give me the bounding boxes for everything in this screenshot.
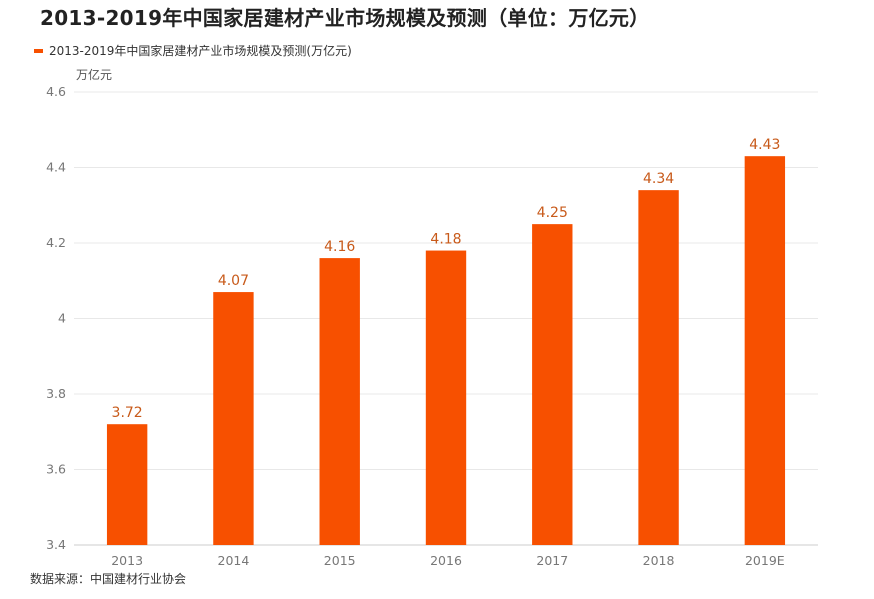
x-tick-label: 2017 (536, 553, 568, 568)
x-tick-label: 2016 (430, 553, 462, 568)
bar-value-label: 3.72 (112, 405, 143, 421)
bar-value-label: 4.43 (749, 137, 780, 153)
bar (425, 250, 467, 546)
x-tick-label: 2013 (111, 553, 143, 568)
bar (213, 292, 254, 545)
x-tick-label: 2014 (218, 553, 250, 568)
source-note: 数据来源：中国建材行业协会 (30, 572, 187, 586)
legend-swatch (34, 48, 43, 53)
bar-value-label: 4.16 (324, 239, 355, 255)
y-axis-unit-label: 万亿元 (76, 68, 113, 82)
y-tick-label: 3.6 (46, 462, 66, 477)
bar (532, 224, 573, 545)
legend-label: 2013-2019年中国家居建材产业市场规模及预测(万亿元) (49, 44, 352, 58)
y-tick-label: 4 (58, 311, 66, 326)
bar-value-label: 4.07 (218, 273, 249, 289)
x-tick-label: 2019E (745, 553, 785, 568)
bar (744, 156, 786, 546)
bar (319, 258, 360, 545)
bar-value-label: 4.18 (430, 232, 461, 248)
legend: 2013-2019年中国家居建材产业市场规模及预测(万亿元) (34, 42, 352, 59)
y-tick-label: 4.4 (46, 160, 66, 175)
x-tick-label: 2018 (643, 553, 675, 568)
bar-value-label: 4.25 (537, 205, 568, 221)
bar (638, 190, 679, 545)
y-tick-label: 3.4 (46, 537, 66, 552)
x-tick-label: 2015 (324, 553, 356, 568)
bar-value-label: 4.34 (643, 171, 674, 187)
y-tick-label: 4.2 (46, 235, 66, 250)
bar (106, 424, 148, 545)
y-tick-label: 4.6 (46, 84, 66, 99)
y-tick-label: 3.8 (46, 386, 66, 401)
chart-title: 2013-2019年中国家居建材产业市场规模及预测（单位：万亿元） (40, 6, 650, 30)
